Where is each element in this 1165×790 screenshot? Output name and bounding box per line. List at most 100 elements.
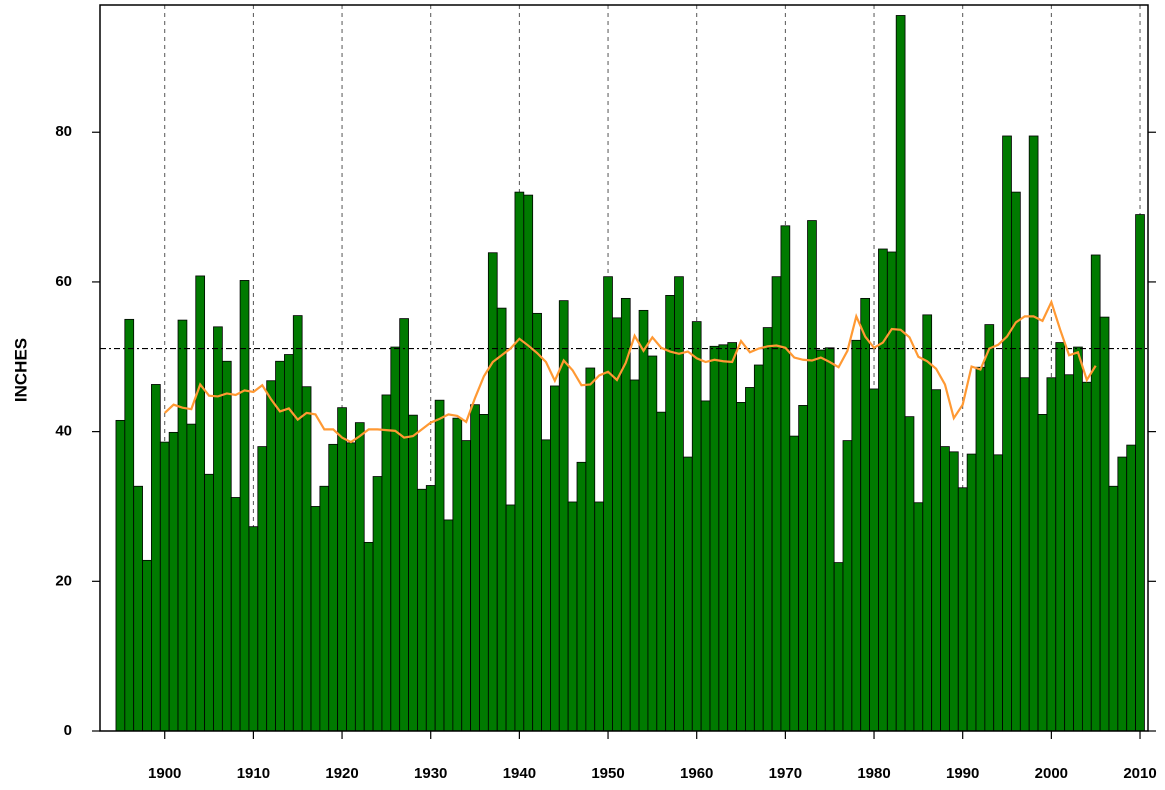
bar xyxy=(177,319,188,732)
bar xyxy=(230,497,241,732)
bar xyxy=(248,526,259,732)
bar xyxy=(204,473,214,732)
bar xyxy=(328,443,339,732)
x-tick-label: 1900 xyxy=(148,765,181,782)
x-tick-label: 1960 xyxy=(680,765,713,782)
x-tick-label: 2010 xyxy=(1123,765,1156,782)
bar xyxy=(1019,377,1030,732)
bar xyxy=(452,417,463,732)
y-axis-label: INCHES xyxy=(11,338,30,402)
bar xyxy=(151,384,161,732)
bar xyxy=(434,399,445,732)
bar xyxy=(1055,342,1066,732)
y-tick-label: 60 xyxy=(55,273,72,290)
bar xyxy=(372,476,383,732)
mean-line xyxy=(163,299,1097,444)
bar xyxy=(674,276,684,732)
bar xyxy=(984,324,995,732)
bar xyxy=(381,394,392,732)
y-tick-label: 40 xyxy=(55,423,72,440)
bar xyxy=(913,502,924,732)
bar xyxy=(399,318,409,732)
bar xyxy=(931,389,941,732)
x-tick-label: 1910 xyxy=(237,765,270,782)
bar xyxy=(408,414,418,732)
y-tick-label: 0 xyxy=(64,722,72,739)
bar xyxy=(691,321,702,732)
bar xyxy=(390,346,401,732)
bar xyxy=(266,380,276,732)
bar xyxy=(505,504,516,732)
bar xyxy=(603,276,613,732)
bar xyxy=(1135,214,1145,732)
x-tick-label: 2000 xyxy=(1035,765,1068,782)
bar xyxy=(532,312,542,732)
bar xyxy=(736,402,746,732)
bar xyxy=(425,485,436,732)
bar xyxy=(124,318,135,732)
bar xyxy=(594,501,605,732)
bar xyxy=(647,355,658,732)
bar xyxy=(550,385,560,732)
bar xyxy=(1090,254,1101,732)
bar xyxy=(301,386,312,732)
bar xyxy=(443,519,454,732)
bar xyxy=(487,252,498,732)
bar xyxy=(292,315,303,732)
bar xyxy=(895,15,906,732)
bar xyxy=(718,344,729,732)
bar xyxy=(629,379,640,732)
bar xyxy=(709,345,720,732)
bar xyxy=(363,541,374,732)
bar xyxy=(957,487,968,732)
bar xyxy=(541,439,551,732)
bar xyxy=(133,485,143,732)
bar xyxy=(115,419,126,732)
bar xyxy=(762,327,773,732)
bar xyxy=(824,347,835,732)
bar xyxy=(869,388,879,732)
bar xyxy=(851,339,862,732)
bar xyxy=(576,461,587,732)
bar xyxy=(922,314,933,732)
bar xyxy=(1037,414,1048,732)
bar xyxy=(904,416,915,732)
x-tick-label: 1950 xyxy=(591,765,624,782)
bar xyxy=(1064,374,1074,732)
bar xyxy=(780,225,791,732)
bar xyxy=(470,404,480,732)
x-tick-label: 1930 xyxy=(414,765,447,782)
bar xyxy=(1117,456,1128,732)
bar xyxy=(142,559,152,732)
bar xyxy=(638,309,649,732)
bar xyxy=(966,453,977,732)
bar xyxy=(275,360,285,732)
x-tick-label: 1970 xyxy=(769,765,802,782)
bar xyxy=(656,411,667,732)
bar xyxy=(461,440,472,732)
bar xyxy=(842,440,853,732)
bar xyxy=(479,414,489,732)
bar xyxy=(168,431,179,732)
bar xyxy=(700,400,711,732)
bar xyxy=(1081,381,1092,732)
x-tick-label: 1940 xyxy=(503,765,536,782)
bar xyxy=(789,435,800,732)
y-tick-label: 80 xyxy=(55,123,72,140)
bar xyxy=(860,297,870,732)
bar xyxy=(1126,444,1136,732)
bar xyxy=(975,366,986,732)
bar xyxy=(753,364,764,732)
bar xyxy=(354,422,365,732)
bar xyxy=(159,441,170,732)
bar xyxy=(417,488,427,732)
bar xyxy=(585,367,596,732)
bar xyxy=(1028,135,1039,732)
bar xyxy=(213,326,223,732)
bar xyxy=(257,446,268,732)
bar xyxy=(1046,377,1057,732)
bar xyxy=(745,387,755,732)
x-tick-label: 1920 xyxy=(325,765,358,782)
bar xyxy=(567,501,578,732)
